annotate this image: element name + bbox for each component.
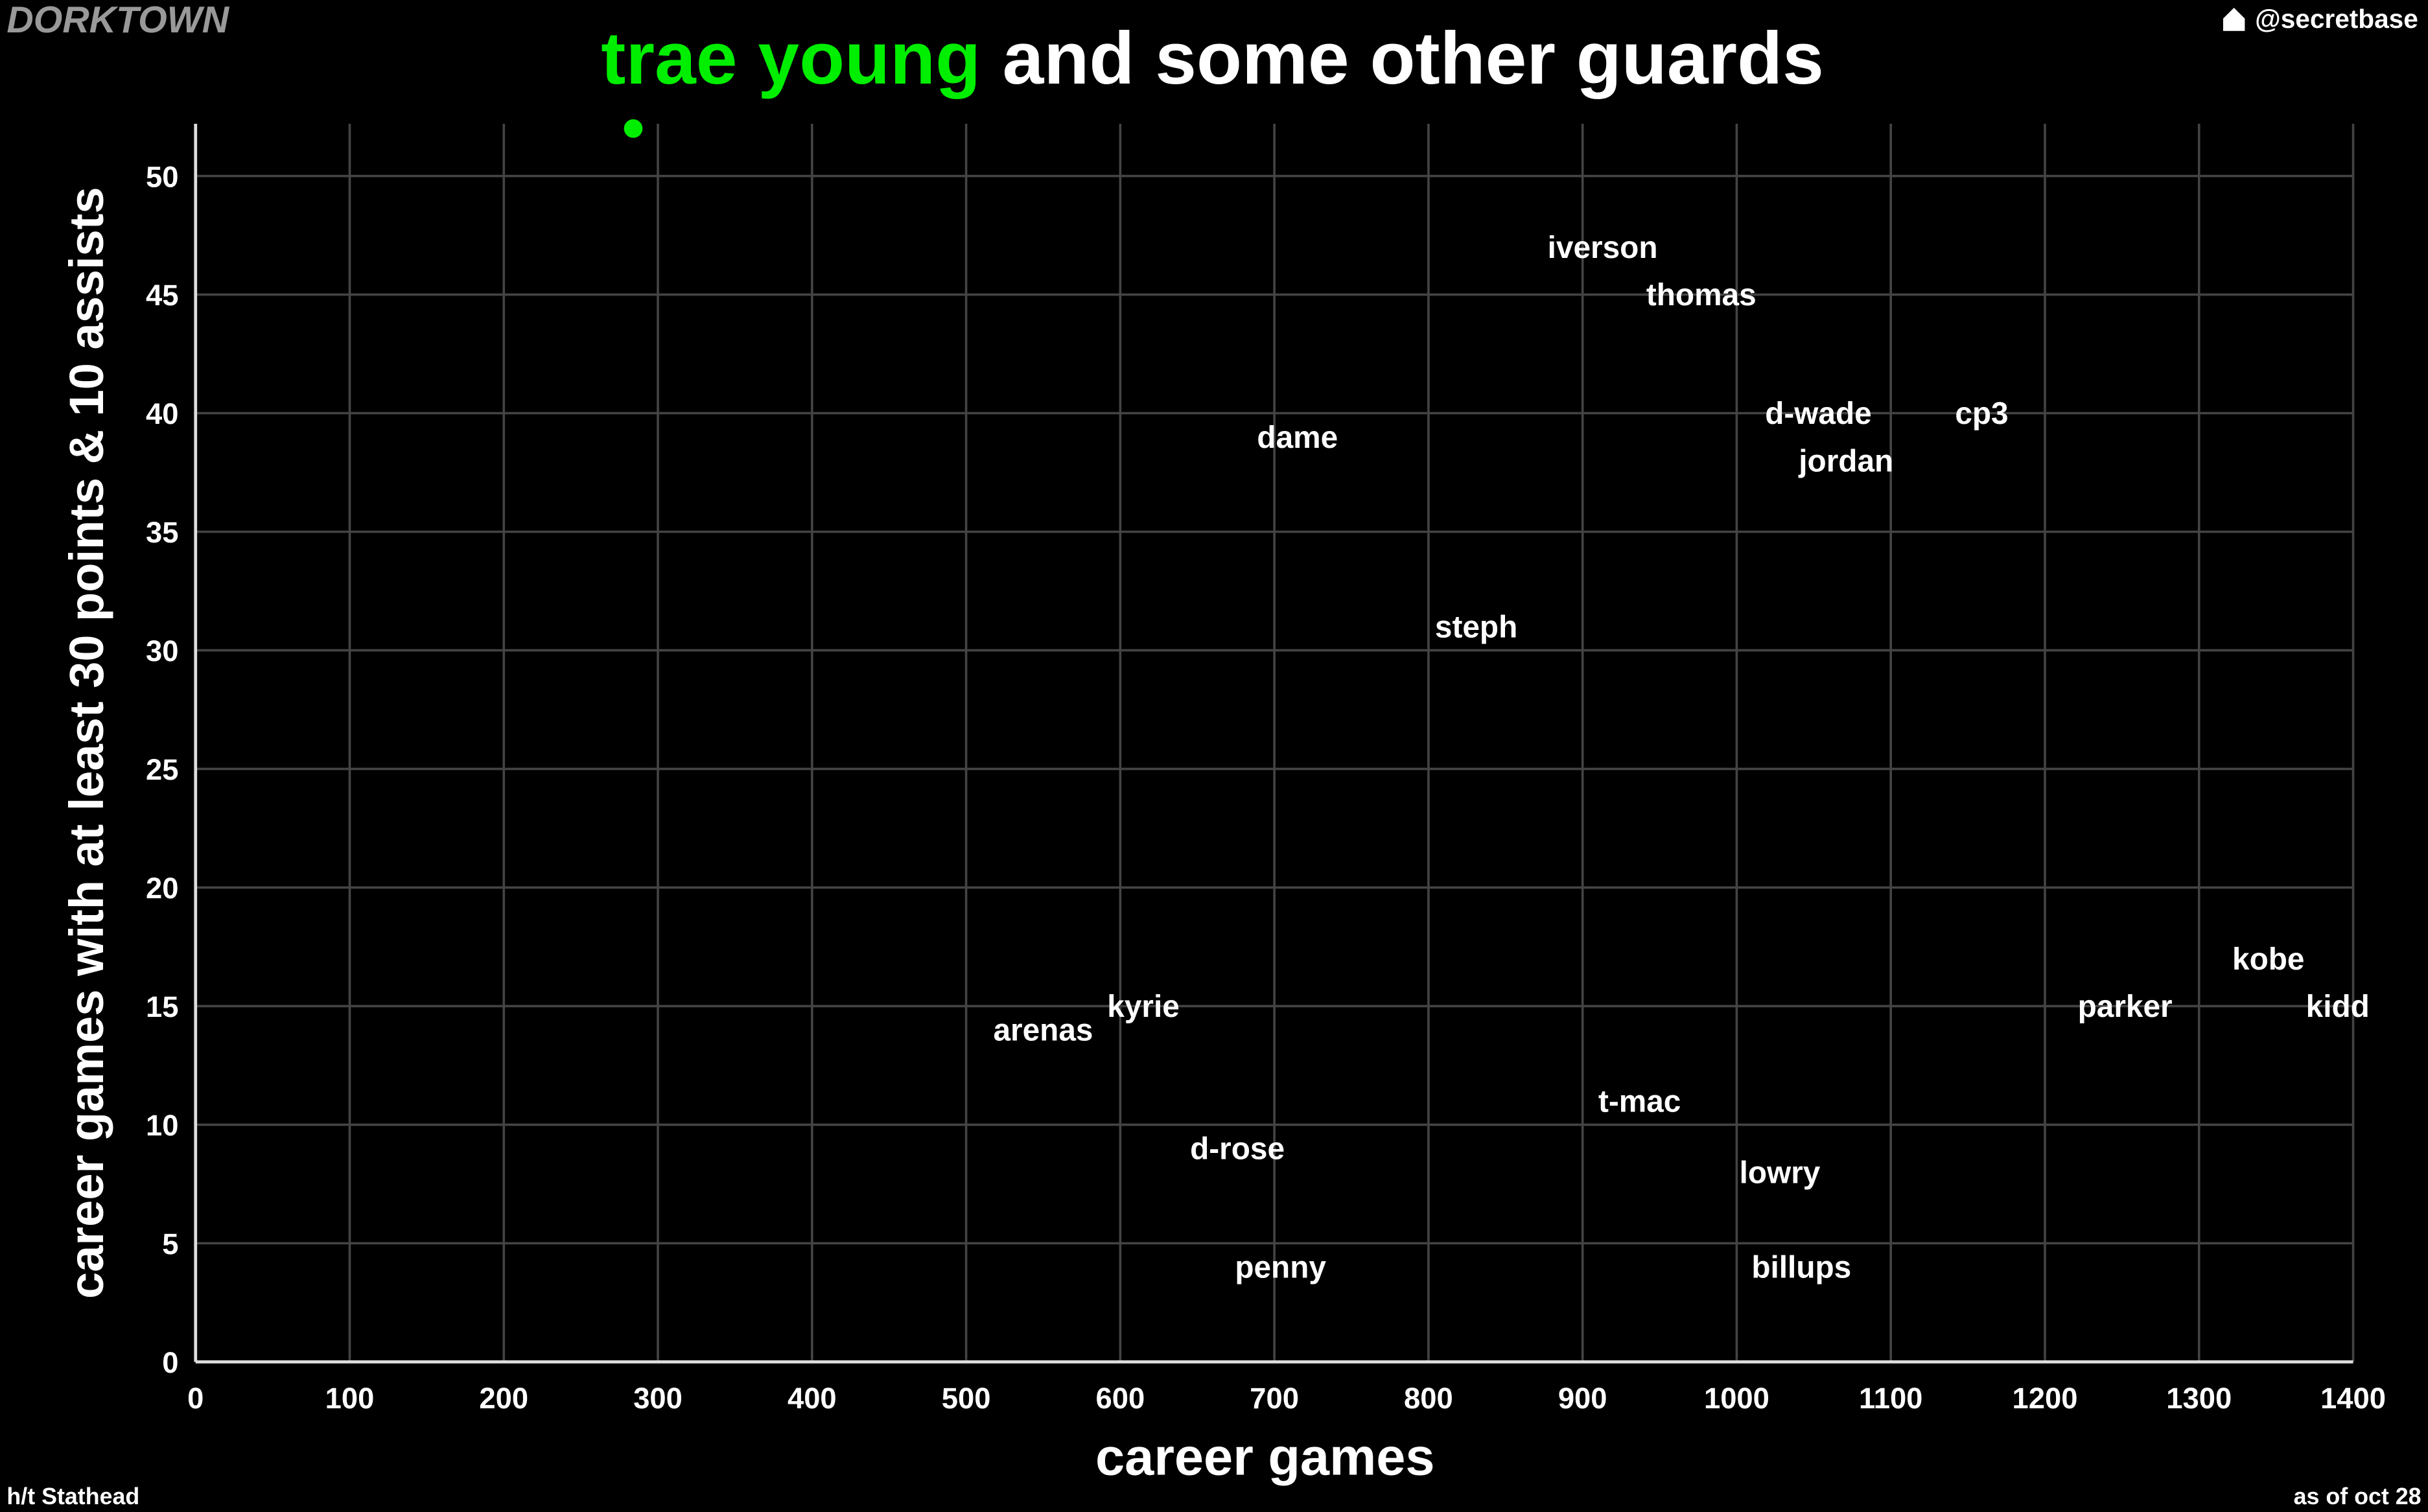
x-axis-label: career games	[1095, 1428, 1435, 1487]
highlight-point	[624, 119, 643, 138]
y-tick-label: 40	[146, 397, 178, 430]
x-tick-label: 1100	[1859, 1382, 1922, 1415]
point-label: kobe	[2232, 942, 2304, 977]
point-label: arenas	[993, 1014, 1093, 1048]
y-tick-label: 10	[146, 1109, 178, 1142]
y-tick-label: 0	[162, 1346, 178, 1379]
point-label: penny	[1235, 1251, 1326, 1285]
x-tick-label: 900	[1558, 1382, 1607, 1415]
grid	[194, 124, 2355, 1364]
x-tick-label: 1000	[1704, 1382, 1769, 1415]
handle: @secretbase	[2255, 4, 2418, 34]
y-axis-label: career games with at least 30 points & 1…	[60, 187, 113, 1299]
x-tick-label: 800	[1404, 1382, 1453, 1415]
y-tick-label: 20	[146, 872, 178, 905]
x-tick-label: 0	[187, 1382, 204, 1415]
y-tick-label: 50	[146, 160, 178, 193]
point-label: lowry	[1740, 1156, 1821, 1190]
point-label: jordan	[1798, 444, 1893, 478]
x-tick-label: 100	[325, 1382, 375, 1415]
point-label: iverson	[1548, 231, 1658, 265]
point-label: d-rose	[1190, 1132, 1285, 1167]
x-tick-label: 200	[479, 1382, 528, 1415]
point-label: t-mac	[1598, 1085, 1681, 1119]
x-tick-label: 500	[942, 1382, 991, 1415]
point-label: kyrie	[1107, 990, 1180, 1024]
title-rest: and some other guards	[1003, 17, 1824, 100]
point-label: parker	[2078, 990, 2173, 1024]
y-tick-label: 25	[146, 753, 178, 786]
point-label: cp3	[1955, 397, 2008, 431]
point-label: steph	[1435, 611, 1517, 645]
chart-title: trae young and some other guards	[601, 17, 1824, 100]
brand: DORKTOWN	[6, 0, 229, 41]
title-highlight: trae young	[601, 17, 981, 100]
home-icon	[2223, 7, 2245, 31]
y-tick-label: 30	[146, 634, 178, 668]
x-tick-label: 400	[788, 1382, 837, 1415]
y-tick-label: 35	[146, 516, 178, 549]
y-tick-label: 45	[146, 279, 178, 312]
date-note: as of oct 28	[2294, 1483, 2422, 1509]
x-tick-label: 600	[1096, 1382, 1145, 1415]
point-label: d-wade	[1765, 397, 1872, 431]
point-label: thomas	[1646, 278, 1757, 312]
x-tick-label: 1300	[2166, 1382, 2232, 1415]
x-tick-label: 700	[1250, 1382, 1299, 1415]
point-label: kidd	[2306, 990, 2370, 1024]
point-label: billups	[1751, 1251, 1851, 1285]
y-tick-label: 5	[162, 1227, 178, 1261]
y-tick-label: 15	[146, 990, 178, 1023]
x-tick-label: 1400	[2320, 1382, 2386, 1415]
x-tick-label: 1200	[2013, 1382, 2078, 1415]
credit: h/t Stathead	[6, 1483, 139, 1509]
point-label: dame	[1257, 421, 1338, 455]
x-tick-label: 300	[633, 1382, 683, 1415]
